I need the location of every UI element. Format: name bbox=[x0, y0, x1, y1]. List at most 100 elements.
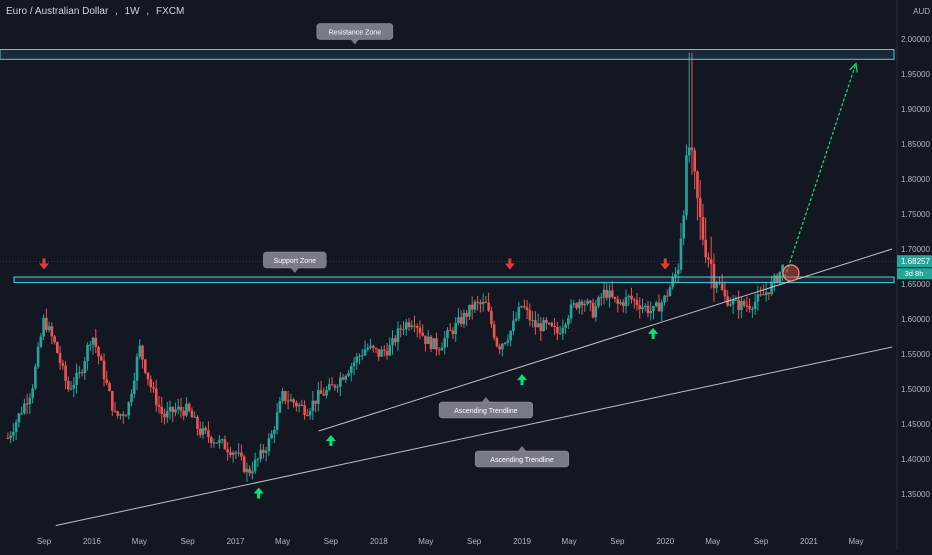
y-tick-label: 1.35000 bbox=[901, 490, 930, 499]
candle-body bbox=[363, 349, 367, 356]
candle-body bbox=[426, 336, 430, 344]
candle-body bbox=[215, 442, 218, 444]
candle-body bbox=[597, 297, 600, 307]
candle-body bbox=[39, 336, 43, 347]
callout-pointer bbox=[350, 39, 359, 45]
label-resistance-zone[interactable]: Resistance Zone bbox=[316, 23, 394, 45]
candle-body bbox=[545, 319, 548, 324]
candle-body bbox=[484, 301, 488, 303]
x-tick-label: Sep bbox=[754, 537, 769, 546]
candle-body bbox=[767, 292, 771, 295]
candle-body bbox=[69, 388, 73, 390]
candle-body bbox=[45, 317, 48, 330]
candle-body bbox=[267, 438, 271, 451]
candle-body bbox=[424, 335, 427, 344]
candle-body bbox=[149, 379, 153, 388]
candle-body bbox=[132, 380, 136, 394]
candle-body bbox=[580, 301, 584, 306]
y-tick-label: 2.00000 bbox=[901, 35, 930, 44]
candle-body bbox=[330, 384, 334, 386]
candle-body bbox=[443, 338, 447, 348]
candle-body bbox=[157, 404, 161, 407]
candle-body bbox=[393, 338, 397, 343]
candle-body bbox=[520, 306, 523, 308]
candle-body bbox=[646, 305, 650, 314]
symbol-exchange: FXCM bbox=[155, 6, 185, 17]
candle-body bbox=[564, 324, 567, 328]
candle-body bbox=[567, 318, 570, 325]
candle-body bbox=[641, 306, 644, 310]
candle-body bbox=[410, 325, 414, 328]
candle-body bbox=[635, 300, 639, 306]
candle-body bbox=[712, 263, 716, 289]
candle-body bbox=[143, 359, 147, 373]
candle-body bbox=[187, 403, 191, 411]
candle-body bbox=[539, 323, 543, 332]
candle-body bbox=[583, 304, 587, 306]
arrow-up-icon bbox=[648, 327, 659, 339]
candle-body bbox=[542, 319, 545, 332]
x-tick-label: 2021 bbox=[800, 537, 818, 546]
candle-body bbox=[608, 290, 611, 298]
label-trendline-lower[interactable]: Ascending Trendline bbox=[474, 446, 570, 468]
candle-body bbox=[176, 406, 180, 410]
candle-body bbox=[80, 372, 84, 374]
candle-body bbox=[624, 297, 628, 307]
callout-text: Resistance Zone bbox=[329, 30, 382, 37]
candle-body bbox=[385, 350, 389, 356]
candle-body bbox=[399, 328, 403, 330]
candle-body bbox=[380, 349, 383, 357]
candle-body bbox=[663, 295, 666, 303]
label-trendline-upper[interactable]: Ascending Trendline bbox=[438, 397, 533, 419]
candle-body bbox=[476, 301, 479, 303]
candle-body bbox=[168, 406, 172, 412]
projection-arrowhead bbox=[849, 62, 858, 73]
candle-body bbox=[682, 215, 686, 239]
candle-body bbox=[17, 413, 21, 423]
candle-body bbox=[605, 289, 609, 298]
candle-body bbox=[218, 439, 221, 444]
symbol-title[interactable]: Euro / Australian Dollar , 1W , FXCM bbox=[6, 6, 185, 17]
candle-body bbox=[86, 344, 89, 361]
candle-body bbox=[240, 452, 243, 457]
candle-body bbox=[207, 430, 210, 438]
callout-pointer bbox=[481, 397, 490, 402]
candle-body bbox=[163, 413, 166, 418]
time-axis[interactable]: Sep 2016 May Sep 2017 May Sep 2018 May Sep 2019 May… bbox=[37, 537, 864, 546]
candle-body bbox=[451, 330, 455, 335]
candle-body bbox=[174, 409, 177, 413]
candle-body bbox=[553, 326, 556, 328]
candle-body bbox=[121, 414, 125, 416]
candle-body bbox=[652, 306, 655, 311]
candle-body bbox=[251, 471, 254, 474]
candle-body bbox=[160, 406, 164, 414]
candle-body bbox=[756, 294, 760, 302]
candle-body bbox=[366, 347, 370, 350]
candle-body bbox=[556, 327, 559, 334]
drawing-labels: Resistance Zone Support Zone Ascending Tre… bbox=[263, 23, 570, 468]
candle-body bbox=[212, 442, 216, 444]
candle-body bbox=[751, 309, 754, 311]
candle-body bbox=[234, 452, 238, 454]
candle-body bbox=[487, 302, 490, 311]
projection-line bbox=[784, 63, 857, 278]
candle-body bbox=[770, 281, 773, 295]
candle-body bbox=[201, 427, 205, 435]
label-support-zone[interactable]: Support Zone bbox=[263, 251, 327, 273]
candle-body bbox=[643, 305, 647, 307]
x-tick-label: May bbox=[132, 537, 147, 546]
candle-body bbox=[12, 432, 15, 436]
currency-label: AUD bbox=[913, 7, 930, 16]
candle-body bbox=[402, 329, 405, 331]
candle-body bbox=[14, 422, 18, 433]
candle-body bbox=[119, 414, 122, 416]
trendline bbox=[318, 248, 893, 432]
candle-body bbox=[347, 373, 350, 376]
callout-pointer bbox=[518, 446, 527, 451]
candle-body bbox=[333, 385, 337, 388]
candle-body bbox=[490, 310, 493, 325]
x-tick-label: May bbox=[418, 537, 433, 546]
